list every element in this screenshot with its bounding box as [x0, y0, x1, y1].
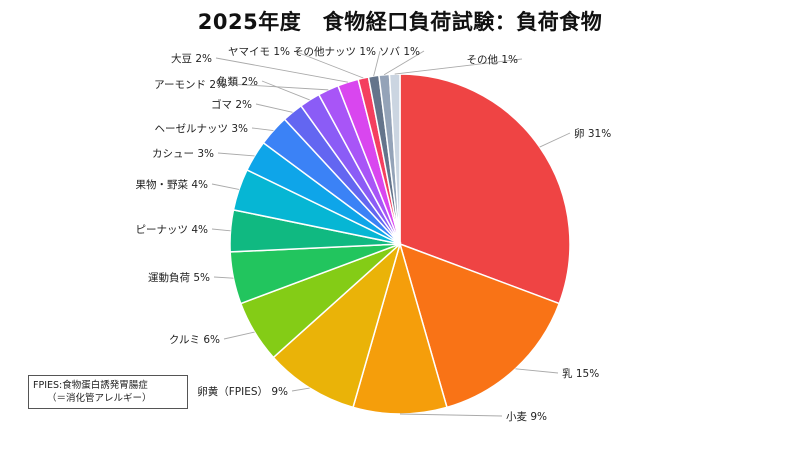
pie-slice [352, 241, 448, 415]
leader-line [261, 80, 310, 101]
leader-line [373, 50, 381, 77]
leader-line [399, 413, 503, 417]
slice-label: 運動負荷 5% [148, 271, 210, 284]
slice-label: その他 1% [467, 53, 519, 66]
slice-label: 乳 15% [562, 367, 599, 380]
leader-line [213, 276, 234, 279]
leader-line [293, 50, 364, 79]
slice-label: アーモンド 2% [154, 79, 226, 91]
slice-label: 小麦 9% [506, 411, 547, 423]
slice-labels: 卵 31% 乳 15% 小麦 9% 卵黄（FPIES） 9% クルミ 6% 運動負荷 5%… [136, 45, 612, 423]
leader-line [515, 368, 559, 374]
footnote-line-2: （＝消化管アレルギー） [47, 393, 152, 404]
slice-label: 果物・野菜 4% [136, 178, 209, 191]
leader-line [291, 387, 310, 392]
pie-slices [229, 73, 571, 415]
slice-label: ゴマ 2% [211, 98, 252, 111]
leader-line [251, 127, 274, 131]
leader-line [394, 58, 523, 75]
footnote-line-1: FPIES:食物蛋白誘発胃腸症 [33, 380, 148, 391]
pie-slice [272, 241, 402, 409]
slice-label: その他ナッツ 1% [293, 45, 376, 58]
slice-label: ヤマイモ 1% [228, 46, 290, 58]
slice-label: ピーナッツ 4% [136, 224, 209, 236]
pie-slice [399, 73, 571, 305]
pie-slice [388, 73, 401, 245]
leader-line [223, 331, 255, 340]
pie-slice [398, 242, 561, 409]
leader-line [255, 103, 293, 113]
leader-line [229, 83, 329, 91]
leader-line [217, 152, 255, 157]
slice-label: ヘーゼルナッツ 3% [155, 123, 249, 135]
slice-label: ソバ 1% [379, 46, 420, 58]
leader-line [539, 132, 571, 148]
slice-label: 卵 31% [574, 128, 611, 140]
leader-line [215, 57, 349, 83]
slice-label: 大豆 2% [171, 52, 212, 65]
leader-line [383, 50, 425, 76]
slice-label: カシュー 3% [152, 148, 214, 160]
chart-title: 2025年度 食物経口負荷試験：負荷食物 [197, 10, 603, 34]
leader-lines [211, 50, 571, 417]
slice-label: 卵黄（FPIES） 9% [197, 385, 288, 398]
slice-label: クルミ 6% [169, 334, 220, 346]
leader-line [211, 228, 231, 232]
leader-line [211, 183, 240, 190]
footnote-box: FPIES:食物蛋白誘発胃腸症 （＝消化管アレルギー） [28, 375, 188, 409]
slice-label: 魚類 2% [217, 75, 258, 88]
